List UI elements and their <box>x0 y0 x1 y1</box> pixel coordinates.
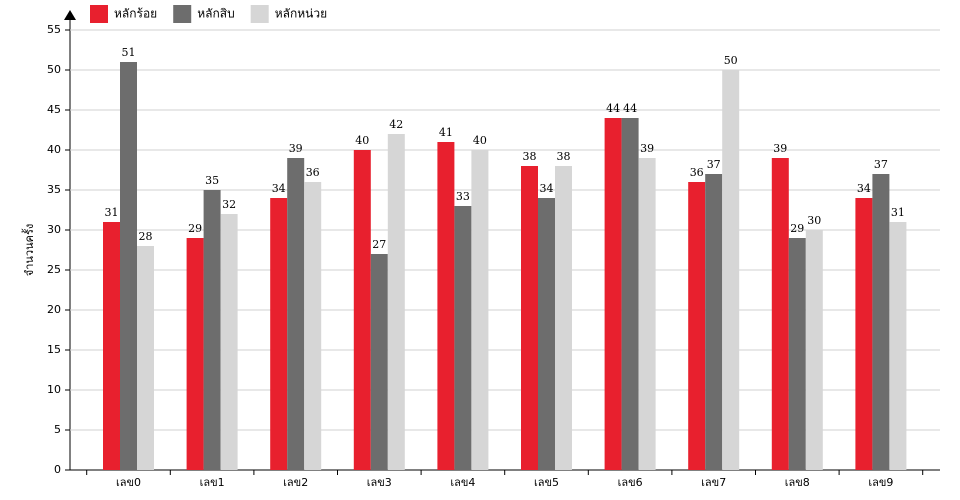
legend-label: หลักสิบ <box>197 7 234 21</box>
x-tick-label: เลข7 <box>701 476 726 489</box>
x-tick-label: เลข1 <box>200 476 225 489</box>
value-label: 28 <box>139 230 153 243</box>
value-label: 30 <box>807 214 821 227</box>
bar <box>120 62 137 470</box>
value-label: 39 <box>289 142 303 155</box>
bar <box>387 134 405 470</box>
value-label: 37 <box>707 158 721 171</box>
value-label: 29 <box>790 222 804 235</box>
y-tick-label: 0 <box>54 463 61 476</box>
bar <box>521 166 538 470</box>
value-label: 40 <box>473 134 487 147</box>
bar <box>220 214 238 470</box>
x-tick-label: เลข3 <box>367 476 392 489</box>
bar <box>705 174 723 470</box>
bar <box>872 174 890 470</box>
bar <box>855 198 873 470</box>
legend-swatch <box>173 5 192 23</box>
value-label: 36 <box>306 166 320 179</box>
x-tick-label: เลข4 <box>450 476 475 489</box>
bar <box>722 70 740 470</box>
bar <box>688 182 706 470</box>
y-tick-label: 10 <box>47 383 61 396</box>
legend-label: หลักร้อย <box>114 7 157 21</box>
bar <box>638 158 656 470</box>
axis-arrow <box>64 10 76 20</box>
y-tick-label: 45 <box>47 103 61 116</box>
value-label: 44 <box>606 102 620 115</box>
x-tick-label: เลข8 <box>785 476 810 489</box>
y-tick-label: 55 <box>47 23 61 36</box>
y-tick-label: 30 <box>47 223 61 236</box>
y-tick-label: 40 <box>47 143 61 156</box>
bar <box>437 142 455 470</box>
value-label: 32 <box>222 198 236 211</box>
value-label: 27 <box>372 238 386 251</box>
y-tick-label: 25 <box>47 263 61 276</box>
value-label: 37 <box>874 158 888 171</box>
y-tick-label: 20 <box>47 303 61 316</box>
value-label: 34 <box>857 182 871 195</box>
bar <box>370 254 388 470</box>
value-label: 31 <box>105 206 119 219</box>
bar <box>889 222 907 470</box>
x-tick-label: เลข2 <box>283 476 308 489</box>
value-label: 38 <box>523 150 537 163</box>
bar <box>137 246 154 470</box>
value-label: 34 <box>272 182 286 195</box>
y-axis-label: จำนวนครั้ง <box>21 224 36 276</box>
bar <box>771 158 789 470</box>
bar <box>805 230 823 470</box>
x-tick-label: เลข6 <box>618 476 643 489</box>
bar <box>604 118 622 470</box>
value-label: 33 <box>456 190 470 203</box>
bar <box>454 206 472 470</box>
value-label: 50 <box>724 54 738 67</box>
y-tick-label: 35 <box>47 183 61 196</box>
value-label: 42 <box>389 118 403 131</box>
value-label: 51 <box>122 46 136 59</box>
bar <box>621 118 639 470</box>
bar <box>788 238 806 470</box>
value-label: 35 <box>205 174 219 187</box>
bar <box>353 150 371 470</box>
bar <box>103 222 120 470</box>
value-label: 34 <box>540 182 554 195</box>
value-label: 40 <box>355 134 369 147</box>
value-label: 36 <box>690 166 704 179</box>
legend-swatch <box>250 5 269 23</box>
value-label: 39 <box>773 142 787 155</box>
y-tick-label: 5 <box>54 423 61 436</box>
value-label: 39 <box>640 142 654 155</box>
x-tick-label: เลข0 <box>116 476 141 489</box>
bar <box>186 238 204 470</box>
bar <box>287 158 305 470</box>
bar <box>538 198 555 470</box>
value-label: 29 <box>188 222 202 235</box>
legend-label: หลักหน่วย <box>275 7 327 21</box>
value-label: 41 <box>439 126 453 139</box>
y-tick-label: 15 <box>47 343 61 356</box>
bar <box>555 166 572 470</box>
bar <box>203 190 221 470</box>
x-tick-label: เลข5 <box>534 476 559 489</box>
value-label: 44 <box>623 102 637 115</box>
bar <box>270 198 288 470</box>
value-label: 38 <box>557 150 571 163</box>
bar <box>304 182 322 470</box>
x-tick-label: เลข9 <box>868 476 893 489</box>
y-tick-label: 50 <box>47 63 61 76</box>
bar <box>471 150 489 470</box>
legend-swatch <box>90 5 108 23</box>
value-label: 31 <box>891 206 905 219</box>
